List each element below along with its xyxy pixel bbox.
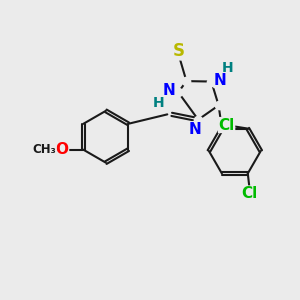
Text: Cl: Cl: [241, 186, 257, 201]
Text: H: H: [153, 96, 165, 110]
Text: CH₃: CH₃: [32, 143, 56, 156]
Text: H: H: [222, 61, 233, 75]
Text: N: N: [188, 122, 201, 136]
Text: Cl: Cl: [218, 118, 235, 133]
Text: O: O: [56, 142, 69, 157]
Text: N: N: [214, 73, 226, 88]
Text: N: N: [163, 83, 175, 98]
Text: S: S: [173, 42, 185, 60]
